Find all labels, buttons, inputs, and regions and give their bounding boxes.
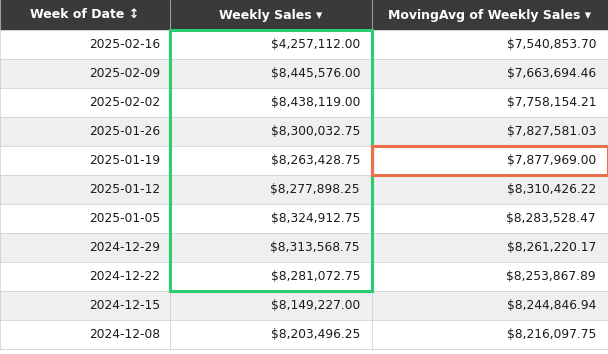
Text: $8,263,428.75: $8,263,428.75 xyxy=(271,154,360,167)
Text: 2024-12-22: 2024-12-22 xyxy=(89,270,160,283)
Text: 2025-01-12: 2025-01-12 xyxy=(89,183,160,196)
Text: 2025-01-19: 2025-01-19 xyxy=(89,154,160,167)
Bar xyxy=(0,291,170,320)
Bar xyxy=(372,146,608,175)
Bar xyxy=(372,262,608,291)
Text: 2025-02-09: 2025-02-09 xyxy=(89,67,160,80)
Bar xyxy=(372,233,608,262)
Bar xyxy=(170,146,372,175)
Text: $8,253,867.89: $8,253,867.89 xyxy=(506,270,596,283)
Bar xyxy=(372,30,608,59)
Text: $8,300,032.75: $8,300,032.75 xyxy=(271,125,360,138)
Bar xyxy=(372,146,608,175)
Text: $8,310,426.22: $8,310,426.22 xyxy=(506,183,596,196)
Bar xyxy=(0,175,170,204)
Bar xyxy=(0,262,170,291)
Bar xyxy=(372,0,608,30)
Text: $8,203,496.25: $8,203,496.25 xyxy=(271,328,360,341)
Text: $8,324,912.75: $8,324,912.75 xyxy=(271,212,360,225)
Text: 2025-01-05: 2025-01-05 xyxy=(89,212,160,225)
Text: 2025-01-26: 2025-01-26 xyxy=(89,125,160,138)
Text: $7,663,694.46: $7,663,694.46 xyxy=(507,67,596,80)
Text: MovingAvg of Weekly Sales ▾: MovingAvg of Weekly Sales ▾ xyxy=(389,8,592,22)
Text: 2024-12-29: 2024-12-29 xyxy=(89,241,160,254)
Text: 2025-02-02: 2025-02-02 xyxy=(89,96,160,109)
Text: $8,261,220.17: $8,261,220.17 xyxy=(506,241,596,254)
Text: $7,877,969.00: $7,877,969.00 xyxy=(506,154,596,167)
Bar xyxy=(372,175,608,204)
Bar xyxy=(170,291,372,320)
Text: $8,445,576.00: $8,445,576.00 xyxy=(271,67,360,80)
Bar xyxy=(170,233,372,262)
Text: $7,540,853.70: $7,540,853.70 xyxy=(506,38,596,51)
Bar xyxy=(0,117,170,146)
Bar xyxy=(372,88,608,117)
Bar xyxy=(170,0,372,30)
Text: $8,281,072.75: $8,281,072.75 xyxy=(271,270,360,283)
Text: $4,257,112.00: $4,257,112.00 xyxy=(271,38,360,51)
Text: 2025-02-16: 2025-02-16 xyxy=(89,38,160,51)
Bar xyxy=(170,204,372,233)
Bar xyxy=(372,117,608,146)
Bar xyxy=(0,59,170,88)
Bar xyxy=(0,320,170,349)
Text: $8,216,097.75: $8,216,097.75 xyxy=(506,328,596,341)
Text: $8,438,119.00: $8,438,119.00 xyxy=(271,96,360,109)
Bar xyxy=(170,30,372,59)
Text: $8,283,528.47: $8,283,528.47 xyxy=(506,212,596,225)
Bar xyxy=(170,117,372,146)
Text: 2024-12-08: 2024-12-08 xyxy=(89,328,160,341)
Bar xyxy=(170,59,372,88)
Bar xyxy=(170,175,372,204)
Text: 2024-12-15: 2024-12-15 xyxy=(89,299,160,312)
Bar xyxy=(0,146,170,175)
Bar xyxy=(0,30,170,59)
Bar xyxy=(170,320,372,349)
Text: $8,149,227.00: $8,149,227.00 xyxy=(271,299,360,312)
Bar xyxy=(0,0,170,30)
Text: Weekly Sales ▾: Weekly Sales ▾ xyxy=(219,8,323,22)
Text: $8,277,898.25: $8,277,898.25 xyxy=(271,183,360,196)
Text: $8,244,846.94: $8,244,846.94 xyxy=(506,299,596,312)
Bar xyxy=(170,262,372,291)
Bar xyxy=(372,291,608,320)
Bar xyxy=(372,320,608,349)
Text: $7,827,581.03: $7,827,581.03 xyxy=(506,125,596,138)
Text: $8,313,568.75: $8,313,568.75 xyxy=(271,241,360,254)
Bar xyxy=(372,204,608,233)
Bar xyxy=(0,233,170,262)
Bar xyxy=(170,88,372,117)
Bar xyxy=(0,88,170,117)
Bar xyxy=(0,204,170,233)
Bar xyxy=(170,30,372,291)
Text: Week of Date ↕: Week of Date ↕ xyxy=(30,8,140,22)
Bar xyxy=(372,59,608,88)
Text: $7,758,154.21: $7,758,154.21 xyxy=(506,96,596,109)
